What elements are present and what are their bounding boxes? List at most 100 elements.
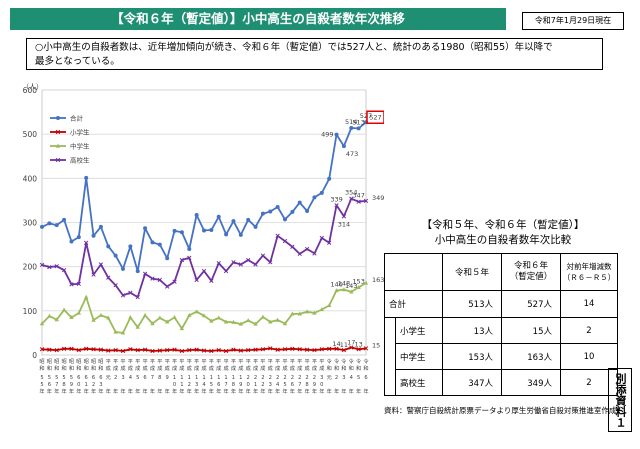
data-point: [150, 240, 155, 245]
x-tick-label: 6: [48, 382, 51, 388]
cell-r6-high-school: 349人: [501, 369, 561, 396]
data-point: [356, 347, 361, 352]
data-point: [187, 255, 192, 260]
x-tick-label: 7: [151, 375, 154, 381]
data-point: [246, 347, 251, 353]
data-point: [216, 315, 221, 320]
legend-marker: [55, 129, 61, 135]
data-point: [304, 246, 310, 252]
x-tick-label: 9: [313, 382, 316, 388]
x-tick-label: 昭: [98, 358, 103, 365]
x-tick-label: 和: [39, 364, 44, 372]
data-point: [349, 345, 354, 350]
data-point: [194, 347, 199, 352]
x-tick-label: 3: [121, 375, 124, 381]
x-tick-label: 2: [276, 375, 279, 381]
x-tick-label: 成: [253, 364, 258, 372]
data-point: [246, 217, 251, 222]
data-point: [172, 347, 177, 352]
data-label: 17: [347, 338, 355, 346]
data-point: [253, 347, 258, 352]
x-tick-label: 和: [54, 364, 59, 372]
x-tick-label: 年: [142, 387, 147, 395]
legend-marker: [56, 116, 60, 120]
data-point: [120, 348, 126, 354]
data-label: 349: [372, 194, 384, 202]
x-tick-label: 年: [61, 387, 66, 395]
data-label: 473: [346, 150, 358, 158]
comparison-table: 令和５年 令和６年 （暫定値） 対前年増減数 （Ｒ６－Ｒ５） 合計 513人 5…: [384, 253, 618, 396]
x-tick-label: 3: [99, 382, 102, 388]
x-tick-label: 2: [291, 375, 294, 381]
x-tick-label: 2: [305, 375, 308, 381]
x-tick-label: 年: [223, 387, 228, 395]
data-point: [327, 240, 332, 245]
x-tick-label: 令: [334, 357, 340, 365]
data-point: [260, 253, 266, 258]
data-point: [290, 244, 295, 249]
data-point: [334, 346, 339, 351]
x-tick-label: 平: [187, 358, 192, 365]
x-tick-label: 2: [261, 382, 264, 388]
x-tick-label: 平: [150, 358, 155, 365]
data-point: [334, 203, 339, 208]
x-tick-label: 平: [179, 358, 184, 365]
data-point: [40, 224, 44, 229]
summary-line-1: ○小中高生の自殺者数は、近年増加傾向が続き、令和６年（暫定値）では527人と、統…: [35, 42, 553, 53]
x-tick-label: 成: [187, 364, 192, 372]
data-point: [187, 347, 192, 353]
x-tick-label: 昭: [47, 358, 52, 365]
x-tick-label: 年: [319, 387, 324, 395]
x-tick-label: 年: [91, 387, 96, 395]
x-tick-label: 昭: [69, 358, 74, 365]
x-tick-label: 年: [98, 387, 103, 395]
data-point: [157, 277, 162, 283]
row-label-total: 合計: [384, 290, 443, 318]
x-tick-label: 年: [356, 387, 361, 395]
x-tick-label: 成: [268, 364, 273, 372]
x-tick-label: 5: [55, 375, 58, 381]
x-tick-label: 0: [320, 382, 323, 388]
cell-r6-elementary: 15人: [501, 317, 561, 344]
row-label-elementary: 小学生: [395, 317, 443, 344]
x-tick-label: 2: [298, 375, 301, 381]
data-point: [120, 293, 126, 298]
data-label: 527: [360, 112, 372, 120]
cell-diff-total: 14: [560, 290, 618, 318]
data-point: [260, 347, 266, 352]
data-point: [98, 262, 104, 267]
source-note: 資料：警察庁自殺統計原票データより厚生労働省自殺対策推進室作成: [384, 406, 617, 415]
x-tick-label: 2: [188, 382, 191, 388]
x-tick-label: 和: [356, 364, 361, 372]
data-point: [47, 347, 52, 352]
x-tick-label: 2: [283, 375, 286, 381]
data-point: [84, 175, 89, 180]
x-tick-label: 1: [202, 375, 205, 381]
data-point: [113, 283, 118, 288]
data-point: [275, 205, 280, 210]
x-tick-label: 成: [179, 364, 184, 372]
x-tick-label: 年: [341, 387, 346, 395]
data-point: [363, 198, 369, 204]
x-tick-label: 0: [247, 382, 250, 388]
page-title: 【令和６年（暫定値）】小中高生の自殺者数年次推移: [10, 8, 506, 30]
data-point: [297, 251, 302, 257]
data-point: [84, 240, 89, 245]
data-point: [47, 264, 52, 270]
data-point: [312, 195, 317, 200]
data-point: [275, 347, 280, 352]
data-point: [91, 233, 96, 238]
x-tick-label: 6: [291, 382, 294, 388]
data-point: [128, 244, 133, 249]
x-tick-label: 6: [217, 382, 220, 388]
data-point: [76, 347, 81, 353]
x-tick-label: 6: [77, 375, 80, 381]
data-label: 499: [321, 131, 333, 139]
x-tick-label: 5: [40, 382, 43, 388]
x-tick-label: 成: [209, 364, 214, 372]
x-tick-label: 年: [231, 387, 236, 395]
x-tick-label: 5: [136, 375, 139, 381]
x-tick-label: 令: [363, 357, 369, 365]
data-point: [135, 269, 140, 274]
x-tick-label: 2: [247, 375, 250, 381]
